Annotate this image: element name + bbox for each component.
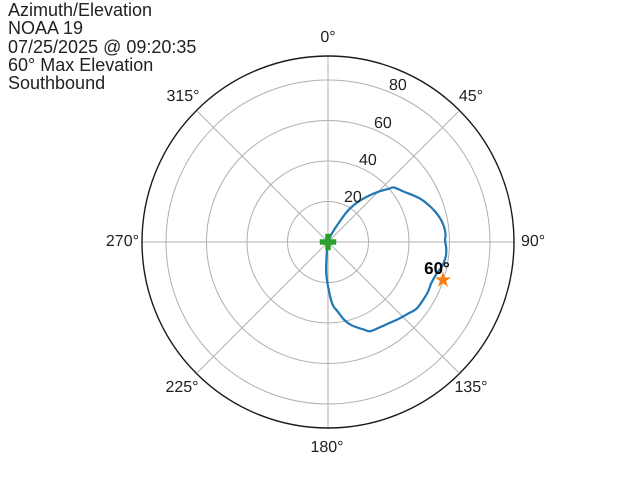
svg-text:60: 60: [374, 115, 392, 132]
svg-text:180°: 180°: [310, 439, 343, 456]
svg-text:225°: 225°: [165, 379, 198, 396]
svg-text:135°: 135°: [454, 379, 487, 396]
svg-text:270°: 270°: [106, 233, 139, 250]
svg-text:45°: 45°: [459, 88, 483, 105]
svg-text:315°: 315°: [166, 88, 199, 105]
svg-text:60°: 60°: [424, 259, 450, 278]
svg-text:20: 20: [344, 189, 362, 206]
svg-text:0°: 0°: [320, 29, 335, 46]
svg-text:90°: 90°: [521, 233, 545, 250]
svg-text:80: 80: [389, 77, 407, 94]
svg-text:40: 40: [359, 152, 377, 169]
